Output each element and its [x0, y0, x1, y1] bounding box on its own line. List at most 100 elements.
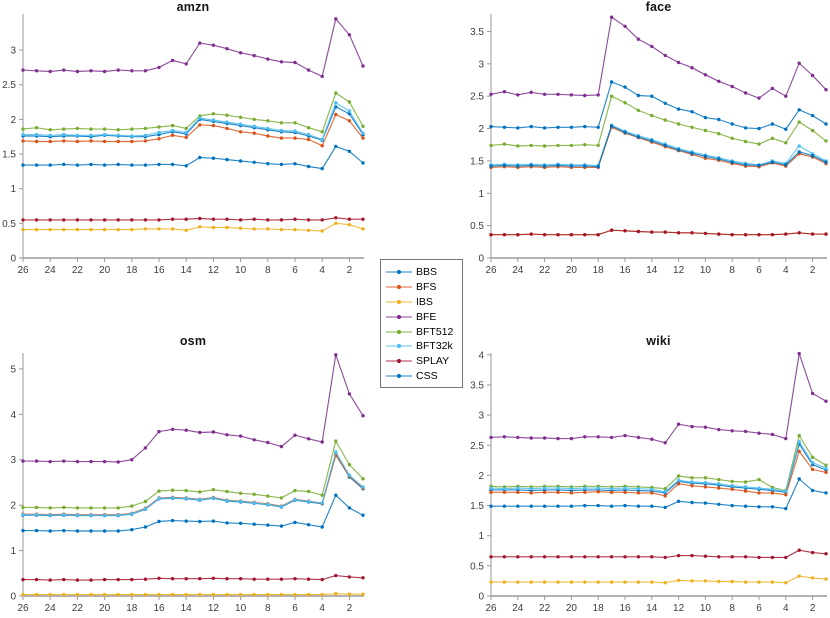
data-point-marker: [130, 592, 134, 597]
series-line-SPLAY: [23, 575, 364, 581]
legend-item-label: BFT512: [416, 325, 454, 338]
data-point-marker: [48, 578, 52, 582]
legend-line-sample-splay: [386, 359, 412, 364]
data-point-marker: [489, 555, 493, 559]
data-point-marker: [810, 113, 815, 118]
data-point-marker: [266, 126, 270, 131]
x-tick-label: 20: [566, 265, 578, 276]
data-point-marker: [516, 93, 520, 97]
data-point-marker: [48, 139, 52, 144]
data-point-marker: [252, 217, 256, 221]
data-point-marker: [650, 139, 654, 143]
data-point-marker: [130, 458, 134, 462]
data-point-marker: [211, 123, 216, 128]
data-point-marker: [810, 232, 815, 236]
series-line-BFT32k: [23, 450, 364, 516]
data-point-marker: [334, 573, 338, 578]
data-point-marker: [211, 156, 216, 160]
data-point-marker: [529, 580, 533, 584]
data-point-marker: [743, 429, 748, 434]
x-tick-label: 12: [208, 265, 220, 276]
data-point-marker: [225, 489, 229, 494]
data-point-marker: [225, 521, 229, 525]
plot-area-face: 0 0.5 1 1.5 2 2.5 3 3.5 26 24 22 20 18 16 14 12 10 8 6 4 2: [470, 14, 828, 276]
data-point-marker: [130, 528, 134, 532]
data-point-marker: [489, 435, 493, 440]
data-point-marker: [334, 112, 338, 117]
data-point-marker: [502, 487, 507, 491]
data-point-marker: [293, 488, 297, 493]
data-point-marker: [238, 218, 243, 222]
data-point-marker: [48, 128, 52, 132]
data-point-marker: [516, 164, 520, 168]
data-point-marker: [34, 513, 39, 517]
data-point-marker: [130, 127, 134, 131]
data-point-marker: [361, 414, 365, 418]
data-point-marker: [279, 128, 284, 133]
legend-item-label: BFT32k: [416, 340, 453, 353]
data-point-marker: [347, 392, 352, 396]
series-BFS: [21, 112, 365, 148]
data-point-marker: [252, 227, 256, 231]
data-point-marker: [663, 487, 667, 491]
data-point-marker: [676, 553, 681, 558]
x-tick-label: 16: [153, 603, 165, 614]
data-point-marker: [516, 555, 520, 559]
data-point-marker: [198, 430, 202, 435]
y-tick-label: 0: [478, 592, 484, 603]
data-point-marker: [757, 580, 761, 584]
data-point-marker: [730, 84, 734, 89]
data-point-marker: [770, 86, 775, 91]
data-point-marker: [743, 580, 748, 584]
data-point-marker: [62, 459, 66, 463]
data-point-marker: [516, 435, 520, 440]
data-point-marker: [116, 577, 120, 582]
data-point-marker: [489, 143, 493, 148]
legend-item-css: CSS: [385, 369, 459, 384]
data-point-marker: [48, 529, 52, 533]
data-point-marker: [279, 577, 284, 581]
series-line-SPLAY: [23, 217, 363, 221]
data-point-marker: [130, 69, 134, 73]
data-point-marker: [770, 491, 775, 495]
y-tick-label: 3: [478, 59, 484, 70]
data-point-marker: [569, 555, 574, 559]
data-point-marker: [306, 68, 311, 72]
data-point-marker: [824, 470, 828, 475]
series-BFT32k: [21, 101, 365, 142]
data-point-marker: [542, 490, 547, 494]
data-point-marker: [225, 433, 229, 437]
data-point-marker: [143, 139, 148, 143]
data-point-marker: [306, 523, 311, 527]
data-point-marker: [569, 436, 574, 441]
series-line-IBS: [23, 222, 364, 232]
data-point-marker: [130, 218, 134, 222]
y-tick-label: 1.5: [470, 501, 484, 512]
data-point-marker: [824, 466, 828, 470]
data-point-marker: [170, 427, 175, 431]
data-point-marker: [784, 555, 788, 560]
x-tick-label: 8: [265, 265, 271, 276]
data-point-marker: [293, 217, 297, 221]
data-point-marker: [810, 576, 815, 580]
data-point-marker: [347, 463, 352, 467]
data-point-marker: [663, 143, 667, 148]
data-point-marker: [516, 126, 520, 130]
data-point-marker: [542, 436, 547, 440]
data-point-marker: [609, 555, 614, 559]
legend-line-sample-css: [386, 373, 412, 379]
data-point-marker: [583, 580, 587, 584]
y-tick-label: 2: [478, 471, 484, 482]
data-point-marker: [361, 136, 365, 140]
data-point-marker: [21, 592, 25, 597]
data-point-marker: [252, 53, 256, 58]
data-point-marker: [184, 62, 188, 66]
data-point-marker: [89, 218, 93, 222]
data-point-marker: [569, 93, 574, 97]
data-point-marker: [198, 225, 202, 229]
data-point-marker: [810, 391, 815, 396]
data-point-marker: [770, 160, 775, 164]
data-point-marker: [743, 139, 748, 144]
data-point-marker: [502, 233, 507, 237]
data-point-marker: [116, 139, 120, 144]
